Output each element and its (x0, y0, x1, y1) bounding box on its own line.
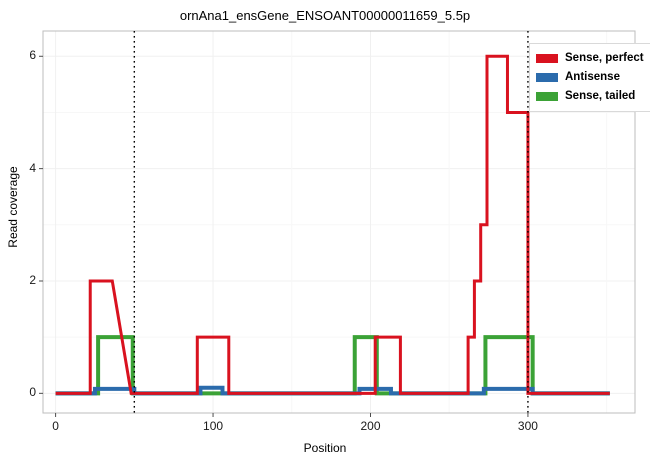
y-tick-label: 6 (29, 48, 36, 63)
y-tick-label: 2 (29, 272, 36, 287)
legend-label: Sense, perfect (565, 51, 644, 64)
chart-legend: Sense, perfect Antisense Sense, tailed (529, 43, 650, 112)
plot-border (42, 30, 636, 414)
legend-entry[interactable]: Antisense (536, 68, 644, 87)
legend-entry[interactable]: Sense, tailed (536, 87, 644, 106)
x-tick-label: 100 (203, 419, 224, 433)
legend-color-swatch (536, 54, 558, 63)
legend-color-swatch (536, 92, 558, 101)
series-line (55, 335, 610, 396)
y-tick-label: 0 (29, 385, 36, 400)
legend-label: Sense, tailed (565, 89, 636, 102)
legend-label: Antisense (565, 70, 620, 83)
x-tick-label: 300 (517, 419, 538, 433)
x-axis-tick-labels: 0 100 200 300 (0, 419, 650, 439)
legend-color-swatch (536, 73, 558, 82)
chart-title: ornAna1_ensGene_ENSOANT00000011659_5.5p (179, 8, 471, 23)
y-tick-label: 4 (29, 160, 36, 175)
x-tick-label: 0 (52, 419, 59, 433)
series-line (55, 54, 610, 395)
y-axis-tick-labels: 0 2 4 6 (12, 0, 36, 460)
x-tick-label: 200 (360, 419, 381, 433)
x-axis-label: Position (303, 441, 347, 455)
legend-entry[interactable]: Sense, perfect (536, 49, 644, 68)
